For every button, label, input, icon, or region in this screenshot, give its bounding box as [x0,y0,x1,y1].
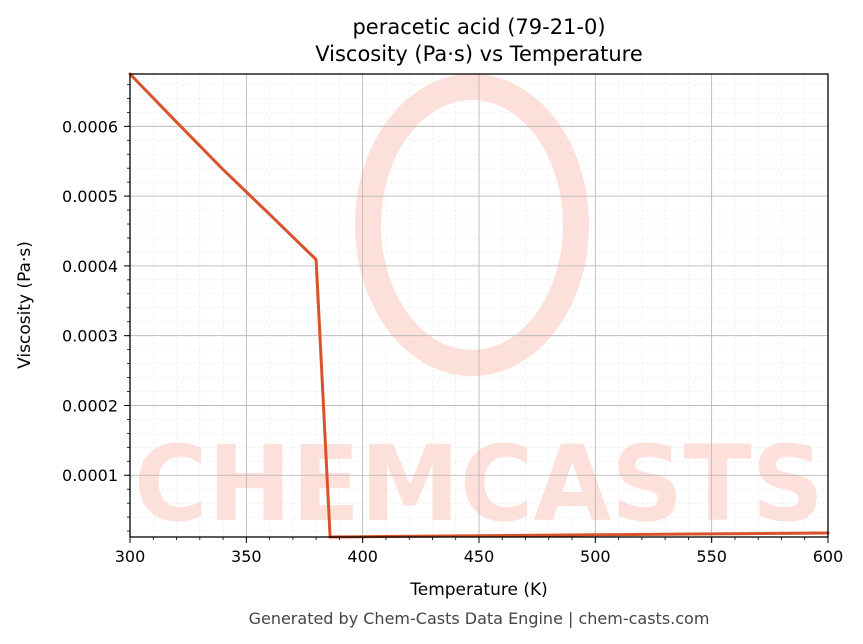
x-tick-label: 350 [231,547,262,566]
x-axis-label: Temperature (K) [409,580,548,600]
y-axis: 0.0001 0.0002 0.0003 0.0004 0.0005 0.0006 [62,117,130,485]
y-tick-label: 0.0003 [62,327,118,346]
y-axis-label: Viscosity (Pa·s) [15,241,35,369]
y-tick-label: 0.0004 [62,257,118,276]
x-tick-label: 500 [580,547,611,566]
x-tick-label: 450 [464,547,495,566]
x-tick-label: 300 [115,547,146,566]
footer-credit: Generated by Chem-Casts Data Engine | ch… [249,609,710,628]
y-tick-label: 0.0005 [62,187,118,206]
x-tick-label: 600 [813,547,844,566]
x-tick-label: 550 [696,547,727,566]
watermark-logo-ring [355,74,589,376]
chart-title: peracetic acid (79-21-0) [352,15,605,39]
y-tick-label: 0.0001 [62,466,118,485]
chart-subtitle: Viscosity (Pa·s) vs Temperature [315,42,643,66]
x-tick-label: 400 [347,547,378,566]
x-axis: 300 350 400 450 500 550 600 [115,537,844,566]
y-tick-label: 0.0006 [62,117,118,136]
y-tick-label: 0.0002 [62,396,118,415]
